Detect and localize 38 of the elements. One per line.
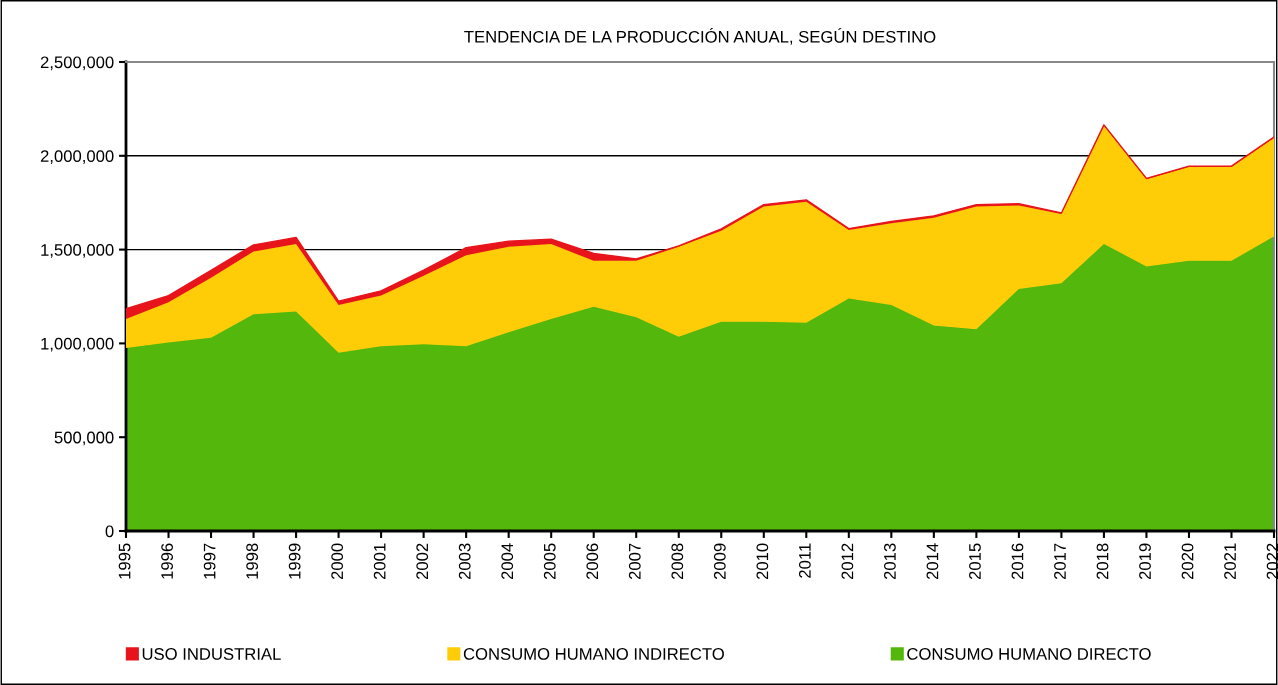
x-tick-label: 2018: [1096, 543, 1109, 580]
x-tick-label: 2014: [926, 543, 939, 580]
x-tick-label: 1999: [288, 543, 301, 579]
x-tick-label: 2005: [543, 543, 556, 580]
x-tick-label: 2011: [798, 543, 811, 578]
x-tick-label: 2020: [1181, 543, 1194, 580]
x-tick-label: 2007: [628, 543, 641, 580]
legend-label: CONSUMO HUMANO INDIRECTO: [463, 648, 724, 660]
x-tick-label: 2017: [1054, 543, 1066, 580]
chart-title: TENDENCIA DE LA PRODUCCIÓN ANUAL, SEGÚN DESTINO: [464, 28, 936, 45]
y-tick-label: 1,000,000: [41, 337, 114, 352]
x-tick-label: 2022: [1266, 543, 1278, 580]
x-tick-label: 2016: [1011, 543, 1024, 580]
x-tick-label: 2019: [1139, 543, 1151, 580]
y-tick-label: 2,000,000: [40, 150, 114, 164]
x-tick-label: 1995: [118, 543, 131, 579]
y-tick-label: 1,500,000: [41, 244, 114, 258]
x-tick-label: 2001: [373, 543, 386, 580]
legend-label: USO INDUSTRIAL: [142, 648, 281, 660]
x-tick-label: 2010: [756, 543, 769, 580]
x-tick-label: 2004: [501, 543, 514, 580]
x-tick-label: 2006: [586, 543, 599, 580]
x-tick-label: 2003: [458, 543, 471, 580]
y-tick-label: 0: [105, 525, 114, 538]
x-tick-label: 1996: [161, 543, 173, 579]
x-tick-label: 2009: [713, 543, 726, 580]
x-tick-label: 2002: [416, 543, 429, 580]
x-tick-label: 1997: [203, 543, 216, 579]
x-tick-label: 2021: [1224, 543, 1236, 580]
x-tick-label: 2008: [671, 543, 684, 580]
x-tick-label: 2000: [331, 543, 344, 580]
y-tick-label: 500,000: [54, 431, 114, 446]
legend-label: CONSUMO HUMANO DIRECTO: [907, 648, 1151, 660]
x-tick-label: 1998: [246, 543, 259, 579]
x-tick-label: 2012: [841, 543, 854, 580]
x-tick-label: 2013: [884, 543, 896, 580]
x-tick-label: 2015: [969, 543, 981, 580]
y-tick-label: 2,500,000: [40, 56, 114, 71]
